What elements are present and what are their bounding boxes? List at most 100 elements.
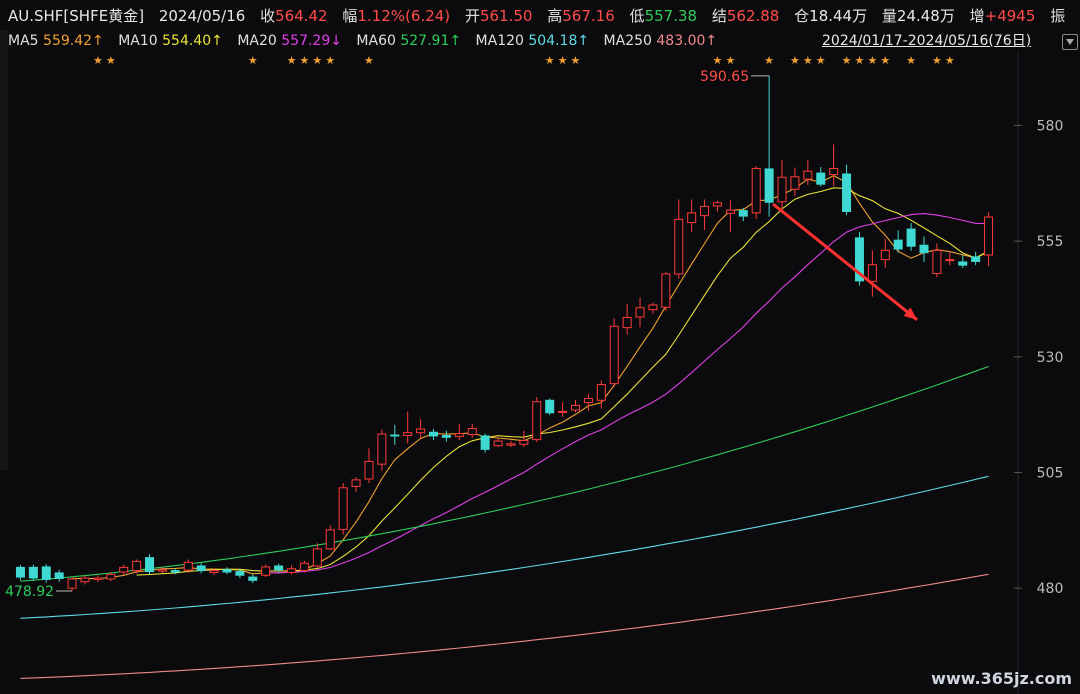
- moving-average-lines: [20, 174, 989, 679]
- candle-body-up: [506, 443, 516, 446]
- candle-body-up: [609, 325, 619, 385]
- candle-body-up: [867, 264, 877, 282]
- event-star-icon: ★: [106, 54, 116, 67]
- event-star-icon: ★: [299, 54, 309, 67]
- low-value: 557.38: [644, 7, 698, 25]
- candle-body-up: [106, 573, 116, 580]
- watermark: www.365jz.com: [931, 669, 1072, 688]
- event-star-icon: ★: [855, 54, 865, 67]
- ma5-label: MA5: [8, 33, 39, 49]
- date-range[interactable]: 2024/01/17-2024/05/16(76日): [822, 33, 1032, 49]
- candle-body-down: [958, 261, 968, 266]
- candle-body-down: [54, 572, 64, 579]
- ma250-label: MA250: [603, 33, 652, 49]
- candle-body-down: [764, 168, 774, 203]
- ma250-line: [20, 573, 989, 679]
- candle-body-down: [196, 565, 206, 572]
- ma120-line: [20, 475, 989, 619]
- candle-body-up: [416, 428, 426, 434]
- candle-body-up: [570, 404, 580, 411]
- ma120-label: MA120: [475, 33, 524, 49]
- candle-body-down: [145, 557, 155, 573]
- min-price-label: 478.92: [5, 584, 54, 600]
- candle-body-up: [157, 569, 167, 572]
- left-sidebar-strip: [0, 30, 8, 470]
- event-star-icon: ★: [867, 54, 877, 67]
- open-label: 开: [464, 7, 480, 25]
- event-star-icon: ★: [545, 54, 555, 67]
- event-star-icon: ★: [803, 54, 813, 67]
- settle-value: 562.88: [726, 7, 780, 25]
- candle-body-up: [829, 167, 839, 175]
- event-star-icon: ★: [558, 54, 568, 67]
- event-star-icon: ★: [790, 54, 800, 67]
- change-label: 幅: [342, 7, 358, 25]
- close-value: 564.42: [275, 7, 328, 25]
- ma-legend: MA5 559.42↑ MA10 554.40↑ MA20 557.29↓ MA…: [8, 30, 727, 52]
- candle-body-up: [209, 570, 219, 573]
- candles: [15, 75, 994, 591]
- candle-body-down: [919, 244, 929, 254]
- candle-body-up: [674, 218, 684, 275]
- event-star-icon: ★: [816, 54, 826, 67]
- candle-body-up: [583, 397, 593, 404]
- candle-body-up: [661, 273, 671, 308]
- candle-body-up: [467, 428, 477, 436]
- candle-body-up: [261, 566, 271, 576]
- ma10-label: MA10: [118, 33, 158, 49]
- candle-body-up: [687, 212, 697, 224]
- candle-body-up: [364, 460, 374, 480]
- event-star-icon: ★: [906, 54, 916, 67]
- ma10-value: 554.40↑: [162, 33, 223, 49]
- y-tick-label: 505: [1037, 465, 1064, 481]
- symbol-label[interactable]: AU.SHF[SHFE黄金]: [8, 7, 145, 25]
- candle-body-up: [183, 561, 193, 571]
- event-star-icon: ★: [764, 54, 774, 67]
- candle-body-down: [545, 399, 555, 414]
- candle-body-down: [390, 434, 400, 437]
- candle-body-up: [325, 529, 335, 550]
- quote-header: AU.SHF[SHFE黄金] 2024/05/16 收564.42 幅1.12%…: [8, 4, 1065, 28]
- candle-body-down: [441, 434, 451, 438]
- chevron-down-icon[interactable]: [1062, 34, 1078, 50]
- candle-body-up: [596, 384, 606, 401]
- candle-body-up: [312, 548, 322, 567]
- candle-body-up: [712, 202, 722, 207]
- candle-body-up: [725, 209, 735, 214]
- candle-body-up: [299, 562, 309, 572]
- ma20-value: 557.29↓: [281, 33, 342, 49]
- candle-body-down: [28, 566, 38, 579]
- candle-body-up: [132, 560, 142, 572]
- candle-body-up: [287, 568, 297, 573]
- candle-body-up: [558, 410, 568, 413]
- candle-body-down: [274, 565, 284, 571]
- event-star-icon: ★: [364, 54, 374, 67]
- candle-body-up: [454, 433, 464, 437]
- candle-body-up: [984, 216, 994, 256]
- candle-body-down: [971, 256, 981, 262]
- close-label: 收: [260, 7, 276, 25]
- y-tick-label: 555: [1037, 234, 1064, 250]
- candle-body-up: [790, 176, 800, 190]
- candle-body-down: [429, 431, 439, 437]
- candle-body-up: [338, 487, 348, 530]
- ma60-line: [20, 365, 989, 582]
- candle-body-down: [816, 172, 826, 185]
- candle-body-up: [648, 304, 658, 311]
- max-price-label: 590.65: [700, 69, 749, 85]
- candle-body-up: [751, 167, 761, 214]
- candle-body-up: [519, 440, 529, 445]
- ma250-value: 483.00↑: [656, 33, 718, 49]
- candle-body-up: [777, 176, 787, 203]
- low-label: 低: [629, 7, 645, 25]
- vol-value: 24.48万: [896, 7, 955, 25]
- y-tick-label: 580: [1037, 118, 1064, 134]
- candle-body-up: [119, 566, 129, 573]
- high-label: 高: [547, 7, 563, 25]
- candle-body-up: [622, 316, 632, 329]
- candle-body-down: [480, 435, 490, 450]
- ma20-label: MA20: [237, 33, 277, 49]
- event-star-icon: ★: [725, 54, 735, 67]
- candle-body-up: [803, 170, 813, 180]
